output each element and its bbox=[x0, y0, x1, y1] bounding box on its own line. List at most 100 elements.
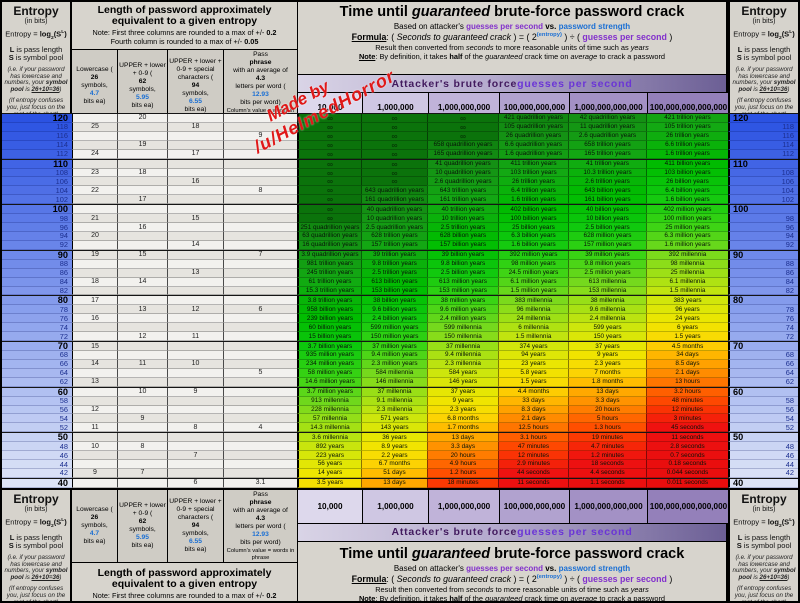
length-cell: 11 bbox=[117, 359, 167, 369]
crack-time-cell: 2.6 trillion years bbox=[568, 177, 646, 187]
length-cell: 19 bbox=[72, 250, 117, 260]
crack-time-cell: 1.2 minutes bbox=[568, 451, 646, 461]
length-cell: 6 bbox=[167, 478, 223, 488]
crack-time-cell: 33 days bbox=[498, 396, 568, 406]
table-row: 44 56 years 6.7 months 4.9 hours 2.9 minutes… bbox=[2, 460, 798, 469]
length-cell bbox=[167, 195, 223, 205]
length-cell: 18 bbox=[72, 277, 117, 287]
length-cell: 9 bbox=[72, 468, 117, 478]
crack-time-cell: 2.3 millennia bbox=[361, 405, 427, 415]
entropy-cell-right: 58 bbox=[728, 396, 798, 406]
crack-time-cell: 5 hours bbox=[568, 414, 646, 424]
entropy-subtitle: (in bits) bbox=[24, 18, 48, 26]
crack-time-cell: 37 millennia bbox=[427, 342, 498, 351]
crack-time-cell: 36 years bbox=[361, 433, 427, 443]
length-cell bbox=[117, 433, 167, 443]
crack-time-cell: 9.8 billion years bbox=[427, 259, 498, 269]
crack-time-cell: 11 quadrillion years bbox=[568, 122, 646, 132]
length-cell bbox=[167, 159, 223, 169]
entropy-cell-right: 62 bbox=[728, 377, 798, 387]
length-cell bbox=[223, 259, 297, 269]
length-cell bbox=[72, 433, 117, 443]
crack-time-cell: 4.4 months bbox=[498, 387, 568, 397]
crack-time-cell: 2.3 millennia bbox=[427, 359, 498, 369]
crack-time-cell: 2.5 trillion years bbox=[361, 268, 427, 278]
crack-time-cell: 9.6 billion years bbox=[361, 305, 427, 315]
crack-time-cell: ∞ bbox=[361, 177, 427, 187]
crack-time-cell: 643 trillion years bbox=[427, 186, 498, 196]
entropy-cell-left: 70 bbox=[2, 342, 72, 351]
length-cell: 24 bbox=[72, 149, 117, 159]
crack-time-cell: 146 millennia bbox=[361, 377, 427, 387]
crack-time-cell: 3.5 years bbox=[297, 478, 361, 488]
table-row: 112 24 17 ∞ ∞ 165 quadrillion years 1.6 quadri… bbox=[2, 149, 798, 159]
crack-time-cell: 2.5 trillion years bbox=[427, 223, 498, 232]
length-cell: 10 bbox=[72, 442, 117, 452]
crack-time-cell: 584 millennia bbox=[361, 368, 427, 378]
rate-header-cell: 10,000 bbox=[298, 490, 362, 523]
entropy-cell-right: 92 bbox=[728, 240, 798, 250]
entropy-cell-left: 100 bbox=[2, 205, 72, 215]
crack-time-cell: 2.6 quadrillion years bbox=[568, 131, 646, 141]
length-cell bbox=[167, 296, 223, 306]
entropy-note-1: (i.e. if your password has lowercase and… bbox=[732, 553, 796, 582]
rate-header-cell: 1,000,000 bbox=[362, 490, 428, 523]
crack-time-cell: 38 millennia bbox=[568, 296, 646, 306]
crack-time-cell: 10 trillion years bbox=[427, 214, 498, 224]
crack-time-cell: 402 million years bbox=[646, 205, 728, 215]
table-row: 90 19 15 7 3.9 quadrillion years 39 trillion … bbox=[2, 249, 798, 260]
table-row: 80 17 3.8 trillion years 38 billion years 38… bbox=[2, 295, 798, 306]
entropy-cell-left: 76 bbox=[2, 314, 72, 324]
crack-time-cell: 892 years bbox=[297, 442, 361, 452]
length-cell bbox=[223, 205, 297, 215]
length-cell: 12 bbox=[167, 305, 223, 315]
crack-time-cell: 2.3 million years bbox=[361, 359, 427, 369]
entropy-cell-left: 80 bbox=[2, 296, 72, 306]
length-cell: 9 bbox=[117, 414, 167, 424]
crack-time-cell: 9.4 million years bbox=[361, 350, 427, 360]
length-cell bbox=[223, 231, 297, 241]
length-cell bbox=[167, 323, 223, 333]
length-cell bbox=[117, 323, 167, 333]
crack-time-cell: ∞ bbox=[297, 149, 361, 159]
rate-header-cell: 1,000,000,000 bbox=[428, 490, 499, 523]
crack-time-cell: 6.4 billion years bbox=[646, 186, 728, 196]
crack-time-cell: 25 million years bbox=[646, 223, 728, 232]
length-cell: 12 bbox=[117, 332, 167, 342]
entropy-cell-left: 106 bbox=[2, 177, 72, 187]
length-cell bbox=[223, 433, 297, 443]
entropy-cell-left: 104 bbox=[2, 186, 72, 196]
length-cell bbox=[72, 286, 117, 296]
length-cell bbox=[223, 314, 297, 324]
time-formula: Formula: ( Seconds to guaranteed crack )… bbox=[351, 31, 673, 42]
entropy-cell-right: 102 bbox=[728, 195, 798, 205]
length-cell bbox=[117, 214, 167, 224]
crack-time-cell: 44 seconds bbox=[498, 468, 568, 478]
entropy-cell-right: 114 bbox=[728, 140, 798, 150]
entropy-cell-right: 104 bbox=[728, 186, 798, 196]
time-title: Time until guaranteed brute-force passwo… bbox=[339, 545, 685, 562]
crack-time-cell: 39 trillion years bbox=[361, 250, 427, 260]
crack-time-cell: 584 years bbox=[427, 368, 498, 378]
crack-time-cell: 6 millennia bbox=[498, 323, 568, 333]
crack-time-cell: 3.6 millennia bbox=[297, 433, 361, 443]
length-cell bbox=[72, 323, 117, 333]
entropy-cell-right: 46 bbox=[728, 451, 798, 461]
table-row: 54 9 57 millennia 571 years 6.8 months 2.1 da… bbox=[2, 414, 798, 424]
length-cell bbox=[223, 195, 297, 205]
length-cell bbox=[117, 396, 167, 406]
entropy-legend-l: L is pass length bbox=[9, 44, 63, 54]
table-row: 50 3.6 millennia 36 years 13 days 3.1 hours 1… bbox=[2, 432, 798, 443]
table-row: 74 60 billion years 599 million years 599 m… bbox=[2, 323, 798, 333]
entropy-cell-right: 68 bbox=[728, 350, 798, 360]
length-cell bbox=[117, 342, 167, 351]
length-cell bbox=[223, 177, 297, 187]
crack-time-cell: 9 years bbox=[568, 350, 646, 360]
length-cell bbox=[167, 396, 223, 406]
length-cell: 21 bbox=[72, 214, 117, 224]
crack-time-cell: 2.5 billion years bbox=[568, 223, 646, 232]
guesses-per-second-banner: Attacker's brute force guesses per secon… bbox=[298, 522, 726, 541]
entropy-cell-right: 76 bbox=[728, 314, 798, 324]
crack-time-cell: 34 days bbox=[646, 350, 728, 360]
entropy-cell-right: 106 bbox=[728, 177, 798, 187]
